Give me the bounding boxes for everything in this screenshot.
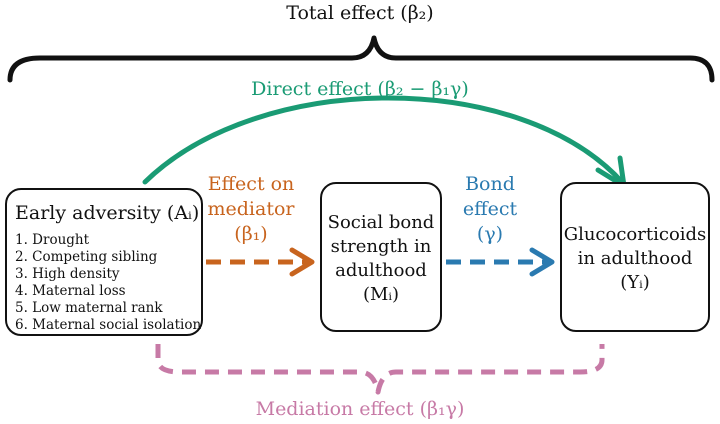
direct-effect-label: Direct effect (β₂ − β₁γ) (251, 78, 469, 100)
glucocorticoids-line-2: in adulthood (577, 248, 693, 269)
adversity-item: 6. Maternal social isolation (15, 317, 202, 333)
mediation-effect-label: Mediation effect (β₁γ) (255, 398, 465, 420)
glucocorticoids-text: Glucocorticoids in adulthood (Yᵢ) (562, 223, 708, 295)
early-adversity-title: Early adversity (Aᵢ) (15, 202, 200, 224)
total-effect-brace (7, 35, 715, 83)
mediator-effect-line-3: (β₁) (234, 223, 268, 245)
social-bond-line-4: (Mᵢ) (362, 284, 400, 305)
direct-effect-arrow (142, 95, 625, 185)
mediator-effect-arrowhead (289, 247, 315, 277)
adversity-item: 4. Maternal loss (15, 283, 126, 299)
social-bond-text: Social bond strength in adulthood (Mᵢ) (322, 211, 440, 307)
total-effect-label: Total effect (β₂) (286, 2, 434, 24)
social-bond-line-2: strength in (330, 236, 432, 257)
glucocorticoids-line-1: Glucocorticoids (563, 224, 707, 245)
bond-effect-line-3: (γ) (476, 223, 504, 245)
adversity-item: 1. Drought (15, 232, 90, 248)
mediator-effect-label: Effect on mediator (β₁) (196, 172, 306, 247)
social-bond-box: Social bond strength in adulthood (Mᵢ) (320, 182, 442, 332)
mediation-effect-brace (155, 344, 605, 395)
adversity-item: 2. Competing sibling (15, 249, 158, 265)
bond-effect-line-2: effect (462, 198, 518, 220)
glucocorticoids-line-3: (Yᵢ) (620, 272, 650, 293)
social-bond-line-3: adulthood (335, 260, 427, 281)
bond-effect-label: Bond effect (γ) (445, 172, 535, 247)
mediator-effect-line-2: mediator (207, 198, 295, 220)
social-bond-line-1: Social bond (327, 212, 435, 233)
adversity-list: 1. Drought 2. Competing sibling 3. High … (15, 232, 201, 334)
bond-effect-arrowhead (529, 247, 555, 277)
mediator-effect-line-1: Effect on (207, 173, 295, 195)
adversity-item: 3. High density (15, 266, 120, 282)
bond-effect-line-1: Bond (465, 173, 515, 195)
early-adversity-box: Early adversity (Aᵢ) 1. Drought 2. Compe… (5, 188, 203, 336)
adversity-item: 5. Low maternal rank (15, 300, 163, 316)
glucocorticoids-box: Glucocorticoids in adulthood (Yᵢ) (560, 182, 710, 332)
